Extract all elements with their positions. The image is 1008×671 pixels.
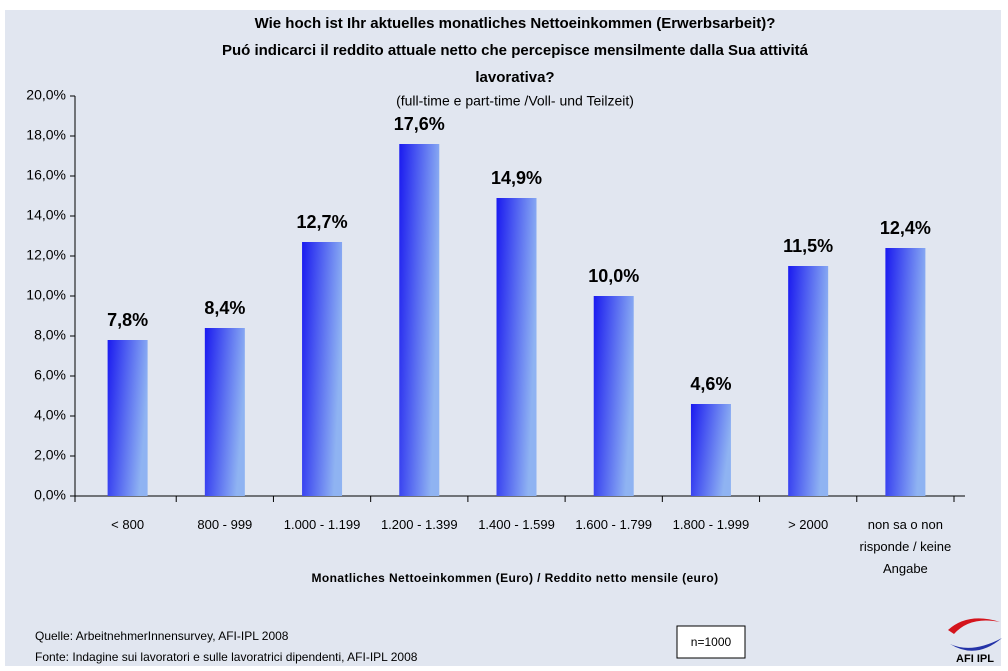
bar	[204, 328, 245, 496]
bar	[399, 144, 440, 496]
x-tick-label: < 800	[111, 517, 145, 532]
data-label: 12,7%	[297, 212, 348, 232]
y-tick-label: 18,0%	[26, 127, 66, 143]
x-tick-label: 800 - 999	[197, 517, 253, 532]
sample-size: n=1000	[691, 635, 732, 649]
y-tick-label: 10,0%	[26, 287, 66, 303]
y-tick-label: 12,0%	[26, 247, 66, 263]
x-tick-label: 1.000 - 1.199	[283, 517, 361, 532]
source-line: Fonte: Indagine sui lavoratori e sulle l…	[35, 650, 418, 664]
bar	[885, 248, 926, 496]
title-line: lavorativa?	[475, 69, 554, 86]
data-label: 7,8%	[107, 310, 148, 330]
sample-box	[676, 625, 746, 659]
bar	[302, 242, 343, 496]
subtitle: (full-time e part-time /Voll- und Teilze…	[396, 93, 634, 109]
data-label: 14,9%	[491, 168, 542, 188]
source-line: Quelle: ArbeitnehmerInnensurvey, AFI-IPL…	[35, 629, 289, 643]
bar	[788, 266, 829, 496]
bar	[690, 404, 731, 496]
title-line: Puó indicarci il reddito attuale netto c…	[222, 42, 809, 59]
y-tick-label: 2,0%	[34, 447, 66, 463]
y-tick-label: 4,0%	[34, 407, 66, 423]
y-tick-label: 8,0%	[34, 327, 66, 343]
data-label: 8,4%	[204, 298, 245, 318]
data-label: 4,6%	[690, 374, 731, 394]
bar	[593, 296, 634, 496]
data-label: 17,6%	[394, 114, 445, 134]
x-axis-label: Monatliches Nettoeinkommen (Euro) / Redd…	[312, 571, 719, 585]
data-label: 10,0%	[588, 266, 639, 286]
y-tick-label: 14,0%	[26, 207, 66, 223]
x-tick-label: > 2000	[788, 517, 829, 532]
y-tick-label: 16,0%	[26, 167, 66, 183]
x-tick-label: non sa o non risponde / keine Angabe	[859, 517, 952, 576]
y-tick-label: 6,0%	[34, 367, 66, 383]
logo-swoosh	[950, 638, 1002, 651]
y-tick-label: 0,0%	[34, 487, 66, 503]
x-tick-label: 1.400 - 1.599	[478, 517, 555, 532]
logo-text: AFI IPL	[956, 653, 994, 665]
y-tick-label: 20,0%	[26, 87, 66, 103]
title-line: Wie hoch ist Ihr aktuelles monatliches N…	[255, 15, 776, 32]
data-label: 12,4%	[880, 218, 931, 238]
bar	[496, 198, 537, 496]
x-tick-label: 1.600 - 1.799	[575, 517, 653, 532]
logo-swoosh	[948, 618, 1000, 634]
x-tick-label: 1.200 - 1.399	[380, 517, 458, 532]
bar	[107, 340, 148, 496]
x-tick-label: 1.800 - 1.999	[672, 517, 750, 532]
data-label: 11,5%	[783, 236, 833, 256]
